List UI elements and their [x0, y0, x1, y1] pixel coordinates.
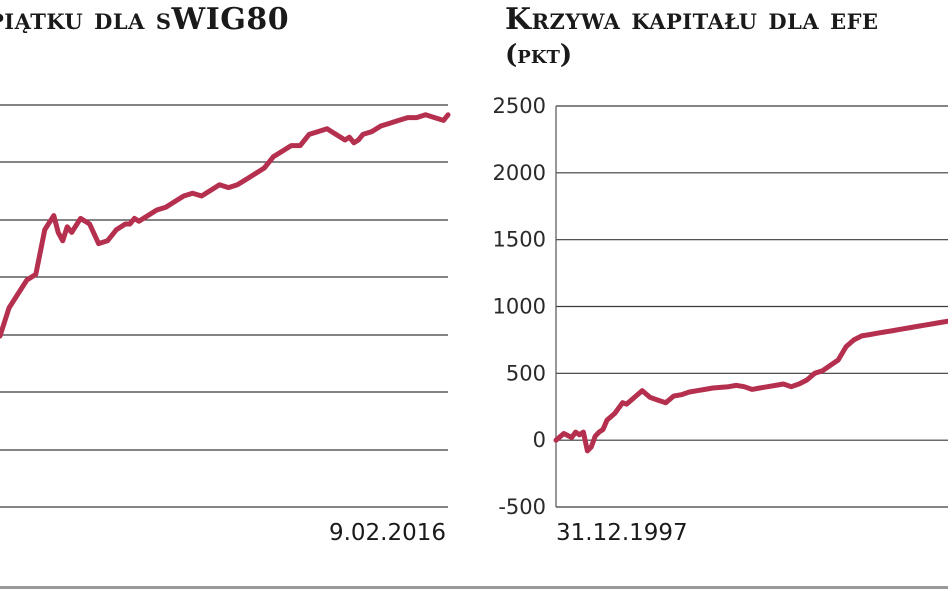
bottom-divider: [0, 586, 948, 589]
right-ytick-label: 1000: [493, 295, 546, 319]
right-ytick-label: 1500: [493, 228, 546, 252]
right-ytick-label: -500: [498, 495, 546, 519]
right-series-line: [553, 318, 948, 454]
right-ytick-label: 2500: [493, 94, 546, 118]
right-chart-unit: (pkt): [505, 40, 573, 70]
left-series-line: [0, 112, 451, 339]
left-chart-title: piątku dla sWIG80: [0, 2, 290, 37]
right-ytick-label: 2000: [493, 161, 546, 185]
right-start-date-label: 31.12.1997: [556, 520, 688, 546]
left-end-date-label: 9.02.2016: [329, 520, 446, 546]
right-chart-title: Krzywa kapitału dla efe: [505, 2, 879, 37]
right-ytick-label: 500: [506, 361, 546, 385]
right-ytick-label: 0: [533, 428, 546, 452]
